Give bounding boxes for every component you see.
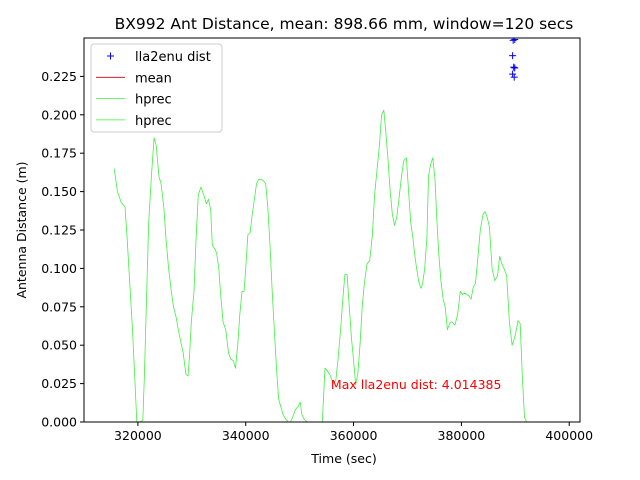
series-line-hprec-3 [321, 109, 539, 422]
legend-label: hprec [135, 114, 172, 129]
x-tick-label: 360000 [330, 428, 378, 443]
y-tick-label: 0.025 [41, 376, 77, 391]
legend-item: hprec [96, 114, 172, 129]
x-tick-label: 400000 [545, 428, 593, 443]
lla2enu-dist-point [511, 64, 519, 72]
y-tick-label: 0.100 [41, 261, 77, 276]
y-tick-label: 0.000 [41, 415, 77, 430]
y-tick-label: 0.225 [41, 69, 77, 84]
y-tick-label: 0.175 [41, 146, 77, 161]
legend-item: mean [96, 71, 172, 86]
legend: lla2enu dist mean hprec hprec [90, 43, 223, 133]
lla2enu-dist-point [509, 52, 517, 60]
y-tick-label: 0.150 [41, 184, 77, 199]
series-layer [113, 38, 539, 422]
y-tick-label: 0.075 [41, 299, 77, 314]
lla2enu-dist-point [510, 73, 518, 81]
legend-label: hprec [135, 93, 172, 108]
x-tick-label: 320000 [114, 428, 162, 443]
chart-title: BX992 Ant Distance, mean: 898.66 mm, win… [115, 15, 574, 33]
legend-marker [107, 52, 114, 60]
legend-item: lla2enu dist [107, 50, 211, 65]
y-axis-label: Antenna Distance (m) [14, 161, 29, 298]
x-axis-label: Time (sec) [310, 451, 376, 466]
legend-label: lla2enu dist [135, 50, 211, 65]
lla2enu-dist-point [510, 63, 518, 71]
x-tick-label: 380000 [438, 428, 486, 443]
plot-frame [83, 37, 581, 423]
legend-item: hprec [96, 93, 172, 108]
x-ticks: 320000 340000 360000 380000 400000 [114, 422, 593, 443]
y-tick-label: 0.200 [41, 107, 77, 122]
lla2enu-dist-point [509, 70, 517, 78]
legend-label: mean [135, 71, 172, 86]
x-tick-label: 340000 [222, 428, 270, 443]
legend-box [90, 43, 223, 133]
series-line-hprec-2 [113, 137, 308, 422]
y-ticks: 0.000 0.025 0.050 0.075 0.100 0.125 0.150 0.175… [41, 69, 84, 430]
y-tick-label: 0.050 [41, 338, 77, 353]
lla2enu-dist-point [511, 38, 519, 44]
lla2enu-dist-point [509, 38, 517, 44]
y-tick-label: 0.125 [41, 223, 77, 238]
max-dist-annotation: Max lla2enu dist: 4.014385 [331, 377, 502, 392]
